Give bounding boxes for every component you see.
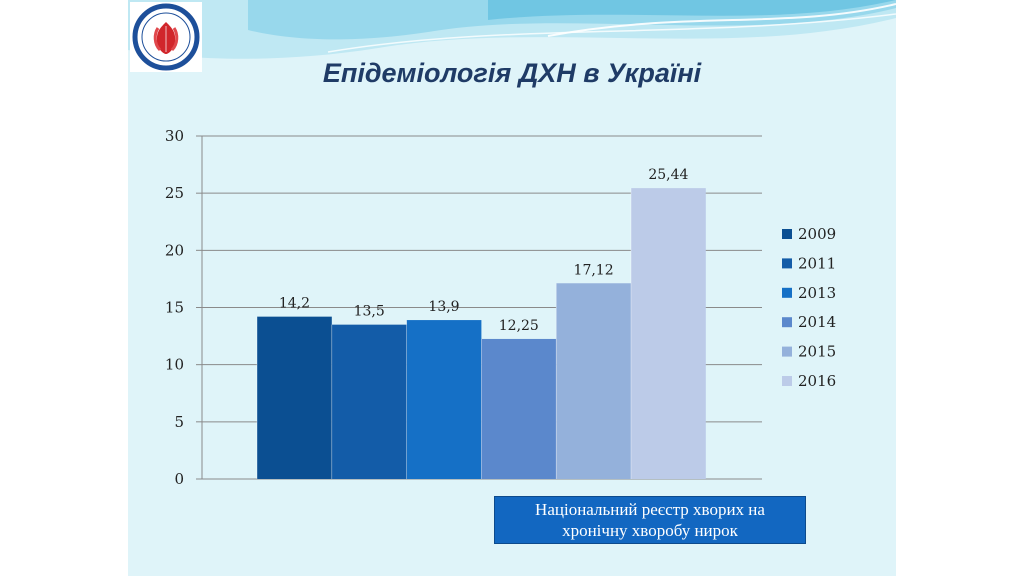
legend-swatch-2013	[782, 287, 792, 298]
bar-2009	[257, 316, 332, 479]
data-label-2013: 13,9	[428, 299, 459, 315]
y-tick-label: 5	[174, 413, 184, 431]
decorative-waves	[128, 0, 896, 59]
legend-label-2011: 2011	[798, 254, 836, 272]
source-note-line-1: Національний реєстр хворих на	[535, 500, 765, 519]
y-tick-label: 20	[165, 241, 184, 259]
kidney-flower-logo-icon	[132, 3, 200, 71]
legend-swatch-2014	[782, 317, 792, 328]
legend-label-2015: 2015	[798, 343, 836, 361]
legend-swatch-2009	[782, 229, 792, 239]
data-label-2015: 17,12	[574, 262, 614, 278]
source-note-line-2: хронічну хворобу нирок	[562, 521, 738, 540]
bar-2013	[406, 320, 482, 479]
logo	[130, 2, 202, 72]
bar-2015	[556, 283, 631, 479]
legend-label-2009: 2009	[798, 225, 836, 243]
source-note-box: Національний реєстр хворих на хронічну х…	[494, 496, 806, 544]
y-tick-label: 30	[165, 127, 184, 145]
legend-swatch-2015	[782, 346, 792, 357]
data-label-2009: 14,2	[279, 296, 310, 312]
slide-title: Епідеміологія ДХН в Україні	[322, 58, 702, 88]
legend-swatch-2011	[782, 258, 792, 269]
y-tick-label: 10	[165, 356, 184, 374]
y-tick-label: 15	[165, 299, 184, 317]
data-label-2011: 13,5	[354, 304, 385, 320]
data-label-2016: 25,44	[648, 167, 688, 183]
legend-label-2016: 2016	[798, 372, 836, 390]
y-tick-label: 0	[174, 470, 184, 488]
bar-2016	[631, 188, 706, 480]
y-tick-label: 25	[165, 184, 184, 202]
legend-label-2013: 2013	[798, 284, 836, 302]
data-label-2014: 12,25	[499, 318, 539, 334]
bar-2014	[481, 338, 557, 479]
legend-label-2014: 2014	[798, 313, 836, 331]
bar-2011	[331, 324, 407, 479]
slide: Епідеміологія ДХН в Україні Національний…	[128, 0, 896, 576]
legend-swatch-2016	[782, 376, 792, 386]
